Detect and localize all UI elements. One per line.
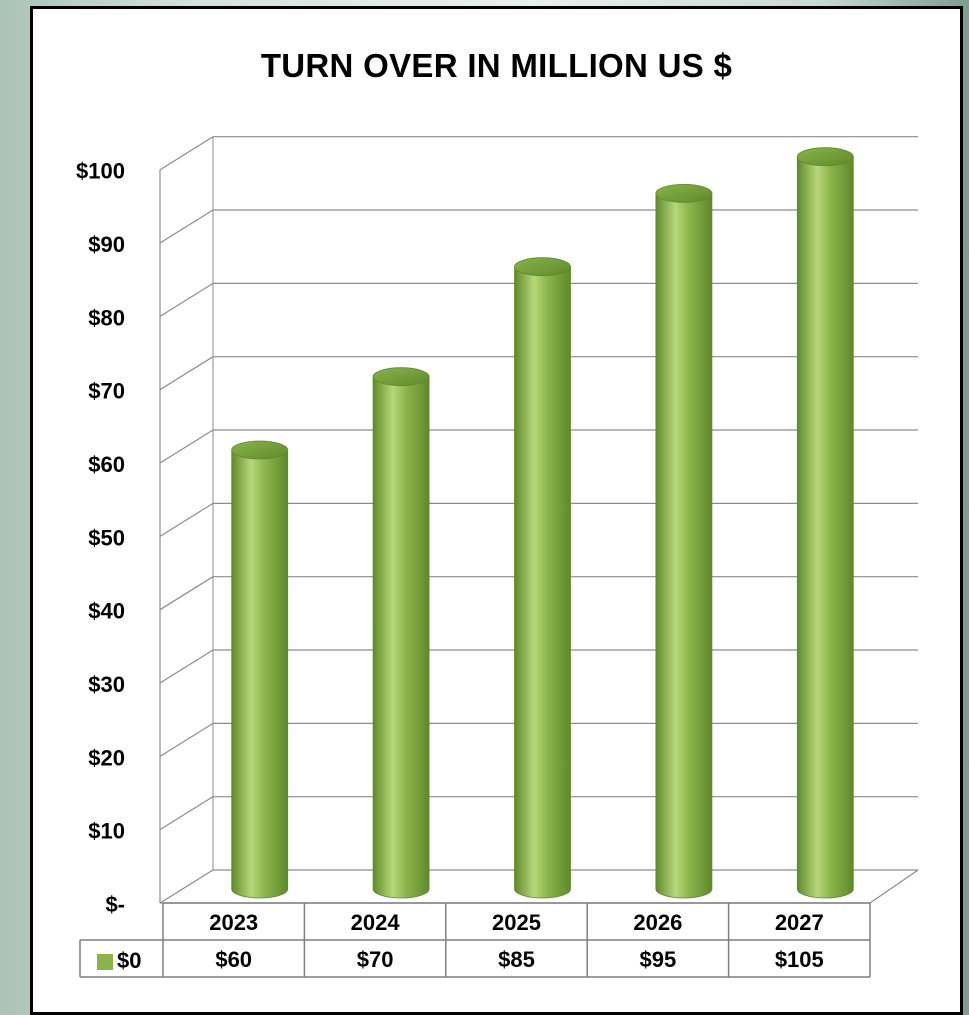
chart-title: TURN OVER IN MILLION US $ [260, 47, 733, 84]
y-tick-label: $90 [88, 232, 125, 257]
bar-top-2027 [796, 147, 854, 167]
floor-right-edge [869, 869, 919, 904]
bar-top-2026 [655, 183, 713, 203]
y-tick-label: $40 [88, 599, 125, 624]
data-value-label: $95 [640, 947, 677, 972]
y-tick-label: $70 [88, 379, 125, 404]
y-tick-label: $50 [88, 525, 125, 550]
side-gridline [159, 209, 214, 244]
x-category-label: 2023 [209, 910, 258, 935]
bar-cylinder-2025 [514, 266, 571, 899]
data-value-label: $60 [215, 947, 252, 972]
side-gridline [159, 502, 214, 537]
x-category-label: 2026 [633, 910, 682, 935]
y-tick-label: $100 [76, 159, 125, 184]
side-gridline [159, 576, 214, 611]
y-tick-label: $20 [88, 745, 125, 770]
y-tick-label: $10 [88, 819, 125, 844]
side-gridline [159, 796, 214, 831]
y-tick-label: $80 [88, 305, 125, 330]
bar-top-2025 [514, 257, 571, 277]
x-category-label: 2025 [492, 910, 541, 935]
y-tick-label: $30 [88, 672, 125, 697]
bar-cylinder-2027 [796, 156, 854, 899]
data-value-label: $85 [498, 947, 535, 972]
bar-top-2023 [231, 440, 289, 460]
side-gridline [159, 136, 214, 171]
side-gridline [159, 649, 214, 684]
side-gridline [159, 869, 214, 904]
bar-cylinder-2026 [655, 192, 713, 899]
legend-series-name: $0 [117, 948, 141, 973]
x-category-label: 2027 [775, 910, 824, 935]
x-category-label: 2024 [351, 910, 401, 935]
bar-cylinder-2024 [372, 376, 430, 899]
bar-cylinder-2023 [231, 449, 289, 899]
side-gridline [159, 429, 214, 464]
data-value-label: $70 [357, 947, 394, 972]
side-gridline [159, 356, 214, 391]
y-tick-label: $- [105, 892, 125, 917]
bar-top-2024 [372, 367, 430, 387]
side-gridline [159, 282, 214, 317]
y-tick-label: $60 [88, 452, 125, 477]
data-value-label: $105 [775, 947, 824, 972]
side-gridline [159, 722, 214, 757]
legend-swatch [97, 954, 113, 970]
